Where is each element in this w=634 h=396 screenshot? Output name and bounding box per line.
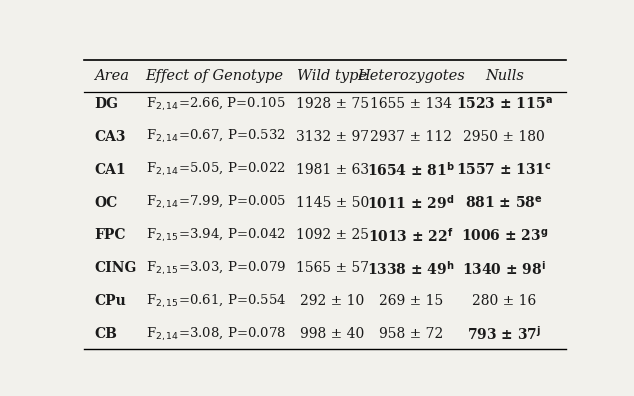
Text: 1565 ± 57: 1565 ± 57 <box>295 261 369 275</box>
Text: 1981 ± 63: 1981 ± 63 <box>295 163 369 177</box>
Text: 280 ± 16: 280 ± 16 <box>472 294 536 308</box>
Text: 958 ± 72: 958 ± 72 <box>378 327 443 341</box>
Text: Heterozygotes: Heterozygotes <box>357 69 465 84</box>
Text: 1557 ± 131$^{\mathbf{c}}$: 1557 ± 131$^{\mathbf{c}}$ <box>456 162 552 178</box>
Text: 1654 ± 81$^{\mathbf{b}}$: 1654 ± 81$^{\mathbf{b}}$ <box>367 161 455 179</box>
Text: FPC: FPC <box>94 228 126 242</box>
Text: 269 ± 15: 269 ± 15 <box>378 294 443 308</box>
Text: F$_{2, 15}$=3.03, P=0.079: F$_{2, 15}$=3.03, P=0.079 <box>146 260 286 277</box>
Text: 3132 ± 97: 3132 ± 97 <box>295 130 369 144</box>
Text: 1145 ± 50: 1145 ± 50 <box>295 196 369 209</box>
Text: OC: OC <box>94 196 117 209</box>
Text: 1340 ± 98$^{\mathbf{i}}$: 1340 ± 98$^{\mathbf{i}}$ <box>462 259 547 277</box>
Text: 1013 ± 22$^{\mathbf{f}}$: 1013 ± 22$^{\mathbf{f}}$ <box>368 227 454 244</box>
Text: F$_{2, 15}$=0.61, P=0.554: F$_{2, 15}$=0.61, P=0.554 <box>146 293 286 310</box>
Text: Area: Area <box>94 69 129 84</box>
Text: 793 ± 37$^{\mathbf{j}}$: 793 ± 37$^{\mathbf{j}}$ <box>467 325 541 343</box>
Text: 2950 ± 180: 2950 ± 180 <box>463 130 545 144</box>
Text: CA1: CA1 <box>94 163 126 177</box>
Text: 1092 ± 25: 1092 ± 25 <box>296 228 369 242</box>
Text: F$_{2, 14}$=0.67, P=0.532: F$_{2, 14}$=0.67, P=0.532 <box>146 128 285 145</box>
Text: 1006 ± 23$^{\mathbf{g}}$: 1006 ± 23$^{\mathbf{g}}$ <box>460 227 548 244</box>
Text: CPu: CPu <box>94 294 126 308</box>
Text: DG: DG <box>94 97 118 111</box>
Text: F$_{2, 14}$=7.99, P=0.005: F$_{2, 14}$=7.99, P=0.005 <box>146 194 286 211</box>
Text: 1523 ± 115$^{\mathbf{a}}$: 1523 ± 115$^{\mathbf{a}}$ <box>456 96 553 112</box>
Text: Effect of Genotype: Effect of Genotype <box>146 69 283 84</box>
Text: CB: CB <box>94 327 117 341</box>
Text: CING: CING <box>94 261 136 275</box>
Text: CA3: CA3 <box>94 130 126 144</box>
Text: 998 ± 40: 998 ± 40 <box>300 327 365 341</box>
Text: F$_{2, 14}$=2.66, P=0.105: F$_{2, 14}$=2.66, P=0.105 <box>146 95 285 112</box>
Text: 1011 ± 29$^{\mathbf{d}}$: 1011 ± 29$^{\mathbf{d}}$ <box>367 194 455 211</box>
Text: F$_{2, 15}$=3.94, P=0.042: F$_{2, 15}$=3.94, P=0.042 <box>146 227 285 244</box>
Text: 1655 ± 134: 1655 ± 134 <box>370 97 452 111</box>
Text: 1338 ± 49$^{\mathbf{h}}$: 1338 ± 49$^{\mathbf{h}}$ <box>367 259 455 277</box>
Text: 881 ± 58$^{\mathbf{e}}$: 881 ± 58$^{\mathbf{e}}$ <box>465 194 543 211</box>
Text: Wild type: Wild type <box>297 69 367 84</box>
Text: F$_{2, 14}$=5.05, P=0.022: F$_{2, 14}$=5.05, P=0.022 <box>146 161 285 178</box>
Text: Nulls: Nulls <box>485 69 524 84</box>
Text: 1928 ± 75: 1928 ± 75 <box>295 97 369 111</box>
Text: F$_{2, 14}$=3.08, P=0.078: F$_{2, 14}$=3.08, P=0.078 <box>146 326 286 343</box>
Text: 292 ± 10: 292 ± 10 <box>300 294 365 308</box>
Text: 2937 ± 112: 2937 ± 112 <box>370 130 452 144</box>
